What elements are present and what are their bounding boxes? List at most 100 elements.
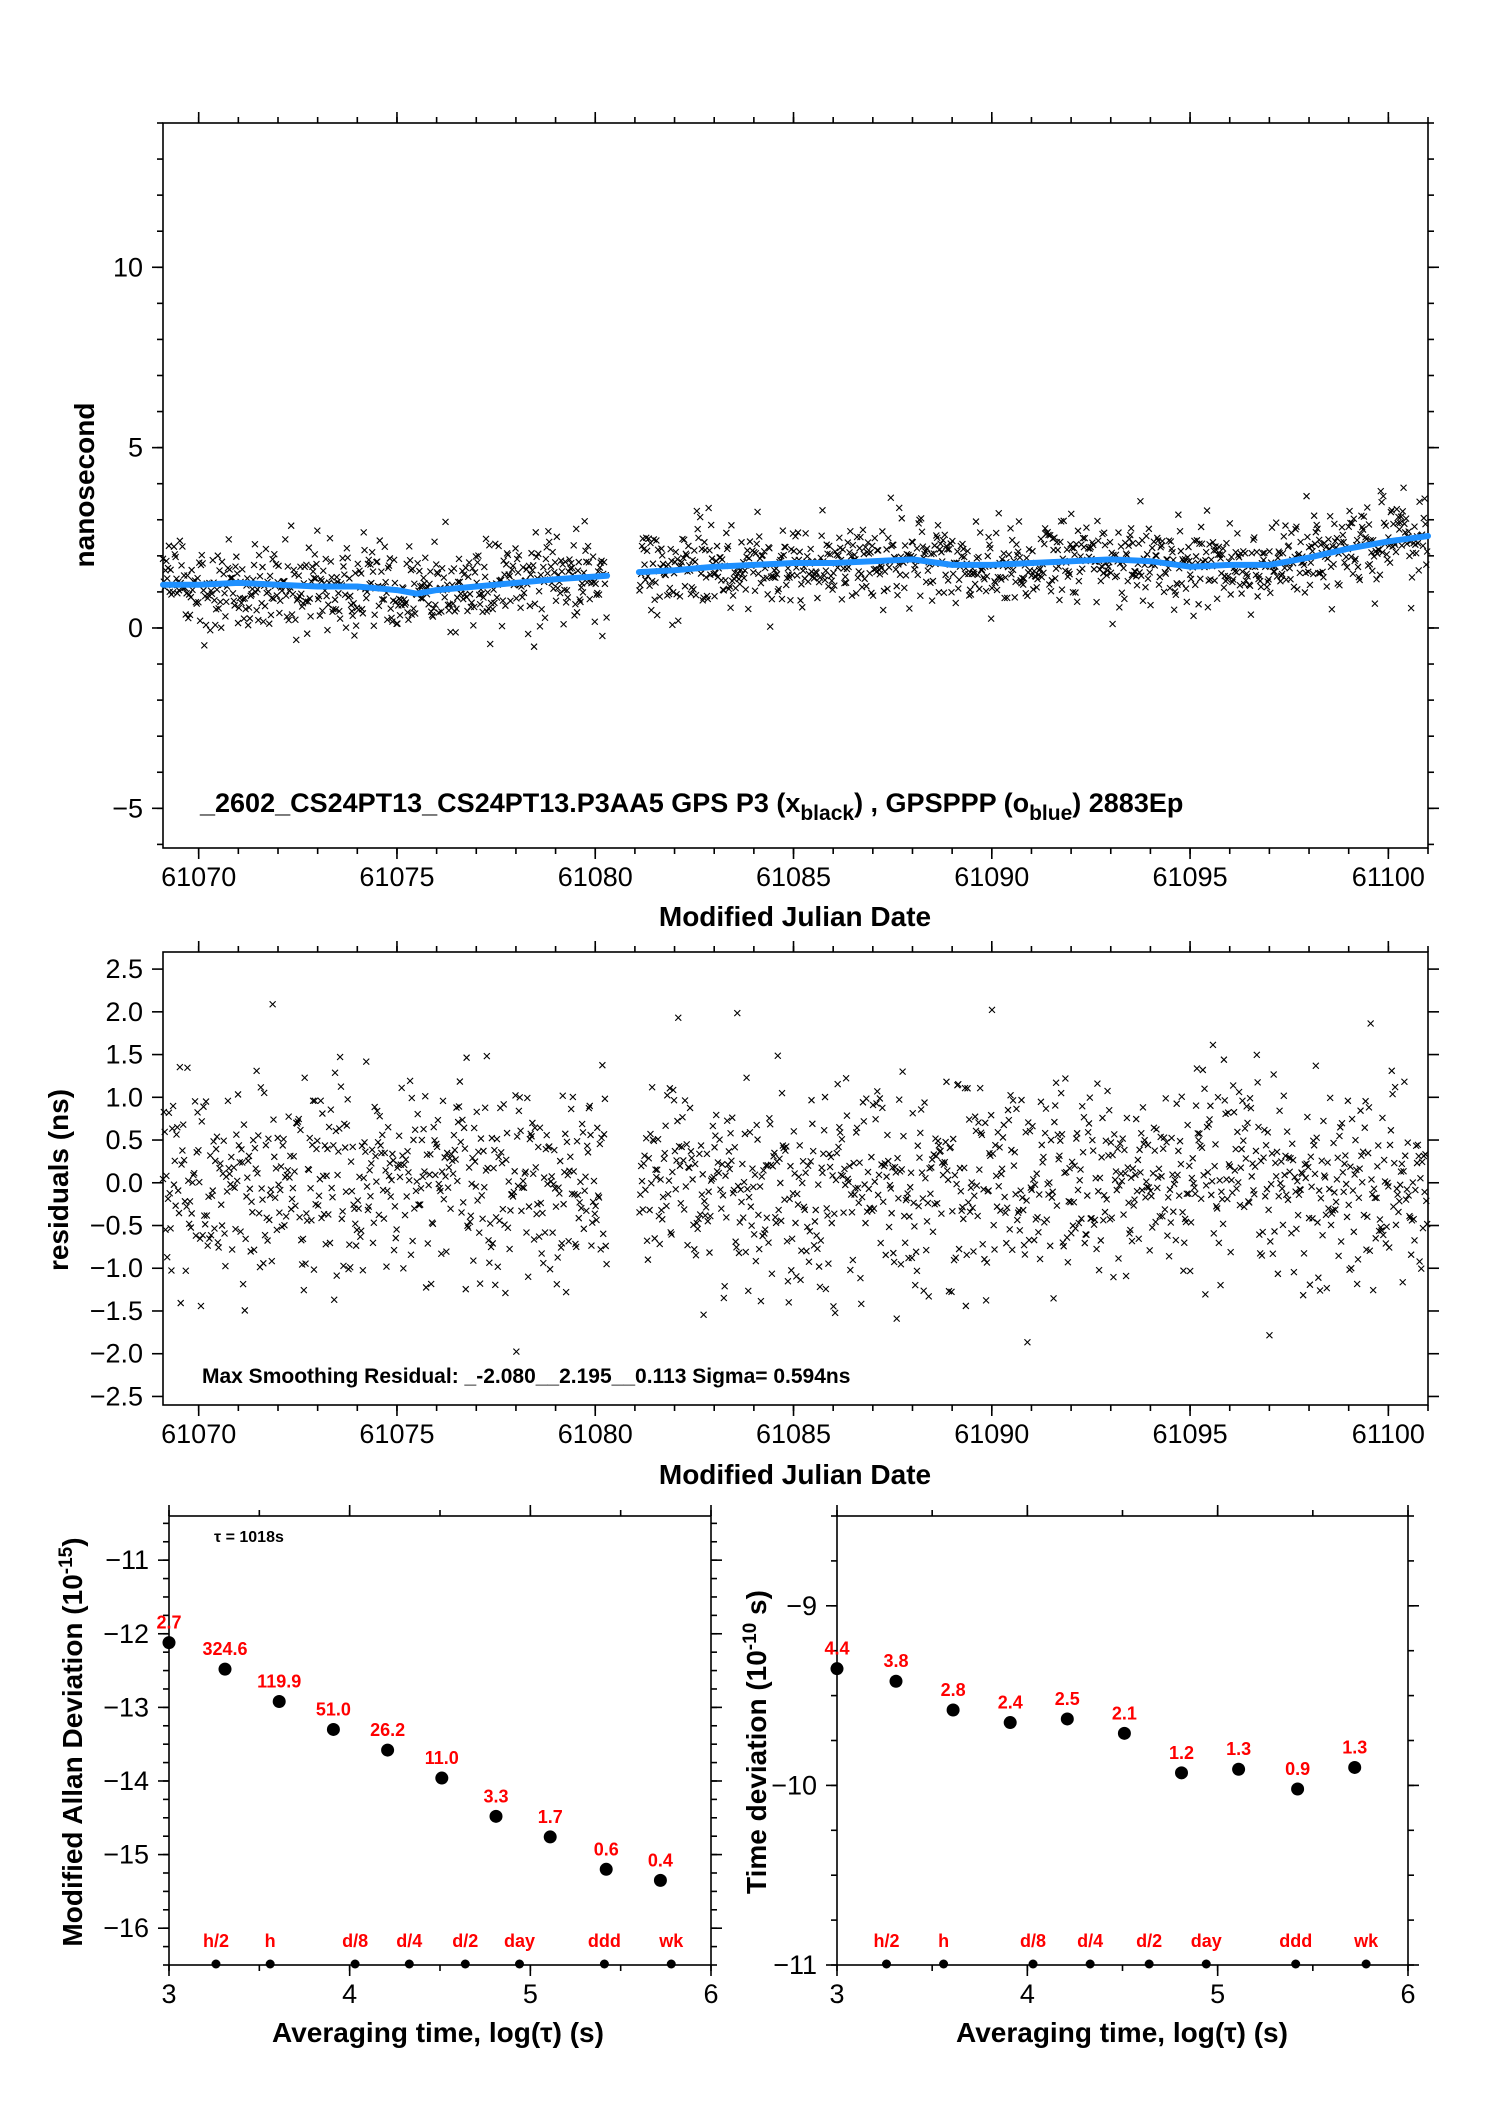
- top-data-point: [839, 546, 847, 553]
- residual-point: [280, 1135, 287, 1143]
- top-data-point: [307, 613, 314, 620]
- top-data-point: [647, 606, 655, 614]
- residual-point: [457, 1138, 465, 1146]
- residual-point: [868, 1153, 875, 1161]
- top-data-point: [1158, 541, 1165, 549]
- residual-point: [997, 1207, 1004, 1214]
- residual-point: [238, 1159, 246, 1166]
- top-data-point: [352, 622, 360, 629]
- residual-point: [522, 1168, 530, 1176]
- top-data-point: [369, 568, 377, 576]
- top-data-point: [173, 575, 180, 583]
- top-data-point: [261, 602, 269, 610]
- residual-point: [317, 1097, 325, 1105]
- residual-point: [258, 1185, 266, 1192]
- residual-point: [502, 1156, 510, 1164]
- residual-point: [265, 1216, 273, 1224]
- top-data-point: [842, 579, 850, 587]
- residual-point: [921, 1174, 929, 1182]
- top-data-point: [356, 567, 363, 575]
- residual-point: [807, 1158, 815, 1165]
- top-data-point: [340, 563, 347, 570]
- top-data-point: [792, 532, 799, 540]
- top-data-point: [779, 527, 787, 535]
- residual-point: [196, 1235, 204, 1243]
- top-data-point: [923, 545, 931, 553]
- residual-point: [436, 1184, 444, 1192]
- top-data-point: [646, 582, 653, 590]
- residual-point: [512, 1348, 520, 1356]
- residual-point: [537, 1199, 545, 1207]
- top-data-point: [1218, 550, 1226, 558]
- top-data-point: [1129, 539, 1137, 547]
- top-data-point: [846, 549, 853, 556]
- top-data-point: [254, 585, 261, 593]
- top-data-point: [976, 529, 984, 536]
- residual-point: [891, 1163, 899, 1171]
- residual-point: [458, 1209, 465, 1216]
- top-caption-sub-blue: blue: [1029, 802, 1072, 825]
- top-data-point: [640, 545, 648, 553]
- residual-point: [795, 1173, 803, 1181]
- top-data-point: [1353, 536, 1361, 544]
- residual-point: [238, 1146, 245, 1153]
- top-data-point: [679, 535, 686, 543]
- residual-point: [668, 1168, 676, 1176]
- top-data-point: [1346, 507, 1353, 515]
- top-data-point: [276, 597, 284, 605]
- residual-point: [405, 1168, 412, 1176]
- top-data-point: [1280, 532, 1288, 540]
- top-data-point: [461, 591, 469, 598]
- residual-point: [777, 1217, 785, 1225]
- top-data-point: [649, 560, 657, 568]
- top-data-point: [1377, 487, 1385, 495]
- top-data-point: [572, 525, 580, 533]
- residual-point: [851, 1191, 858, 1198]
- top-data-point: [1098, 562, 1106, 570]
- top-data-point: [394, 620, 401, 628]
- top-data-point: [297, 590, 305, 598]
- top-data-point: [1051, 575, 1059, 582]
- residual-point: [749, 1183, 757, 1191]
- residual-point: [267, 1186, 275, 1193]
- residual-point: [305, 1166, 313, 1174]
- residual-point: [210, 1138, 217, 1145]
- residual-point: [252, 1165, 260, 1173]
- top-data-point: [391, 579, 399, 587]
- top-data-point: [303, 630, 311, 638]
- top-data-point: [948, 537, 956, 545]
- residual-point: [822, 1285, 830, 1293]
- residual-point: [426, 1171, 433, 1178]
- top-ytick-label: −5: [112, 793, 143, 823]
- residual-point: [669, 1086, 677, 1094]
- residual-point: [315, 1192, 323, 1200]
- top-ytick-label: 0: [128, 613, 143, 643]
- top-data-point: [534, 550, 542, 558]
- residual-point: [175, 1209, 183, 1217]
- residual-point: [727, 1129, 734, 1137]
- residual-point: [965, 1116, 973, 1123]
- residual-point: [419, 1173, 427, 1181]
- top-data-point: [1324, 555, 1332, 563]
- residual-point: [344, 1095, 352, 1103]
- top-data-point: [790, 547, 798, 555]
- residual-point: [791, 1170, 799, 1177]
- top-data-point: [486, 640, 494, 648]
- top-data-point: [188, 566, 196, 574]
- top-data-point: [868, 542, 876, 550]
- residual-point: [745, 1193, 753, 1201]
- residual-point: [254, 1169, 261, 1177]
- top-data-point: [821, 576, 829, 584]
- top-data-point: [697, 570, 705, 577]
- residual-point: [894, 1154, 901, 1162]
- top-xlabel: Modified Julian Date: [659, 901, 931, 932]
- residual-point: [412, 1187, 420, 1195]
- residual-point: [901, 1239, 909, 1247]
- top-data-point: [652, 537, 660, 544]
- residual-point: [650, 1137, 658, 1145]
- top-data-point: [1402, 515, 1410, 522]
- top-data-point: [1014, 548, 1022, 556]
- residual-point: [418, 1136, 426, 1144]
- top-data-point: [1094, 537, 1102, 545]
- top-data-point: [1349, 570, 1357, 578]
